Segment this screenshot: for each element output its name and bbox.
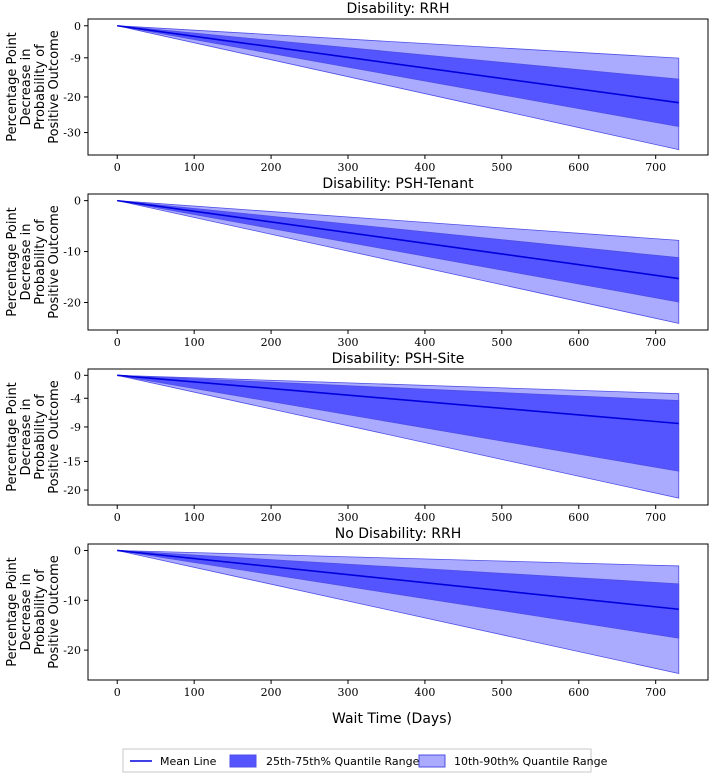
y-axis-label-line: Percentage Point — [5, 557, 20, 667]
band-25-75 — [117, 374, 680, 472]
panel-1: Disability: RRH Percentage Point Decrease … — [5, 1, 709, 174]
x-tick-label: 700 — [645, 161, 666, 174]
x-tick-label: 500 — [491, 686, 512, 699]
x-tick-label: 600 — [568, 511, 589, 524]
x-tick-label: 300 — [338, 161, 359, 174]
x-tick-label: 300 — [338, 686, 359, 699]
x-tick-label: 400 — [414, 336, 435, 349]
legend: Mean Line 25th-75th% Quantile Range 10th… — [122, 748, 608, 773]
legend-10-90-label: 10th-90th% Quantile Range — [454, 755, 608, 768]
legend-10-90-swatch — [418, 754, 446, 768]
mean-line — [117, 549, 679, 611]
panel-title: Disability: PSH-Site — [332, 351, 465, 367]
mean-line — [117, 24, 679, 104]
x-tick-label: 600 — [568, 161, 589, 174]
y-tick-label: -20 — [63, 644, 81, 657]
x-tick-label: 500 — [491, 511, 512, 524]
y-tick-label: -15 — [63, 455, 81, 468]
y-axis-label-line: Positive Outcome — [47, 30, 62, 144]
y-tick-label: 0 — [74, 369, 81, 382]
y-tick-label: 0 — [74, 20, 81, 33]
x-tick-label: 700 — [645, 336, 666, 349]
legend-25-75-label: 25th-75th% Quantile Range — [266, 755, 420, 768]
y-tick-label: -9 — [70, 421, 81, 434]
band-25-75 — [117, 550, 680, 639]
axes-frame — [87, 193, 709, 331]
y-tick-label: -4 — [70, 392, 81, 405]
y-axis-label-line: Positive Outcome — [47, 205, 62, 319]
x-tick-label: 300 — [338, 511, 359, 524]
x-tick-label: 100 — [184, 511, 205, 524]
panel-title: Disability: RRH — [346, 1, 449, 17]
x-tick-label: 200 — [261, 511, 282, 524]
y-axis-label-line: Decrease in — [19, 224, 34, 301]
x-tick-label: 100 — [184, 336, 205, 349]
panel-4: No Disability: RRH Percentage Point Decrea… — [5, 526, 709, 699]
x-tick-label: 300 — [338, 336, 359, 349]
x-tick-label: 500 — [491, 161, 512, 174]
y-axis-label-line: Probability of — [33, 219, 48, 305]
y-tick-label: -30 — [63, 127, 81, 140]
x-tick-label: 200 — [261, 686, 282, 699]
y-axis-label-line: Percentage Point — [5, 207, 20, 317]
y-tick-label: -9 — [70, 52, 81, 65]
mean-line — [117, 374, 679, 425]
x-tick-label: 700 — [645, 511, 666, 524]
band-25-75 — [117, 200, 680, 303]
legend-25-75-swatch — [229, 754, 257, 768]
axes-frame — [87, 543, 709, 681]
panel-3: Disability: PSH-Site Percentage Point Decr… — [5, 351, 709, 524]
x-tick-label: 700 — [645, 686, 666, 699]
y-axis-label-line: Positive Outcome — [47, 555, 62, 669]
x-tick-label: 100 — [184, 686, 205, 699]
y-axis-label-line: Decrease in — [19, 49, 34, 126]
x-tick-label: 400 — [414, 511, 435, 524]
y-tick-label: -20 — [63, 484, 81, 497]
y-tick-label: -10 — [63, 246, 81, 259]
y-axis-label-line: Probability of — [33, 394, 48, 480]
panel-title: No Disability: RRH — [335, 526, 462, 542]
x-tick-label: 0 — [114, 336, 121, 349]
x-tick-label: 400 — [414, 161, 435, 174]
x-tick-label: 100 — [184, 161, 205, 174]
y-axis-label-line: Percentage Point — [5, 32, 20, 142]
y-axis-label-line: Positive Outcome — [47, 380, 62, 494]
y-tick-label: -20 — [63, 91, 81, 104]
x-tick-label: 600 — [568, 686, 589, 699]
y-tick-label: 0 — [74, 195, 81, 208]
x-tick-label: 200 — [261, 161, 282, 174]
x-axis-label: Wait Time (Days) — [332, 711, 452, 727]
x-tick-label: 0 — [114, 161, 121, 174]
y-tick-label: -20 — [63, 296, 81, 309]
axes-frame — [87, 18, 709, 156]
x-tick-label: 400 — [414, 686, 435, 699]
y-tick-label: -10 — [63, 594, 81, 607]
panel-2: Disability: PSH-Tenant Percentage Point De… — [5, 176, 709, 349]
panel-title: Disability: PSH-Tenant — [322, 176, 474, 192]
x-tick-label: 600 — [568, 336, 589, 349]
y-tick-label: 0 — [74, 544, 81, 557]
mean-line — [117, 199, 679, 280]
x-tick-label: 0 — [114, 511, 121, 524]
legend-mean-line-label: Mean Line — [160, 755, 217, 768]
y-axis-label-line: Percentage Point — [5, 382, 20, 492]
x-tick-label: 500 — [491, 336, 512, 349]
axes-frame — [87, 368, 709, 506]
x-tick-label: 200 — [261, 336, 282, 349]
x-tick-label: 0 — [114, 686, 121, 699]
y-axis-label-line: Decrease in — [19, 399, 34, 476]
y-axis-label-line: Decrease in — [19, 574, 34, 651]
y-axis-label-line: Probability of — [33, 569, 48, 655]
band-25-75 — [117, 25, 680, 127]
y-axis-label-line: Probability of — [33, 44, 48, 130]
